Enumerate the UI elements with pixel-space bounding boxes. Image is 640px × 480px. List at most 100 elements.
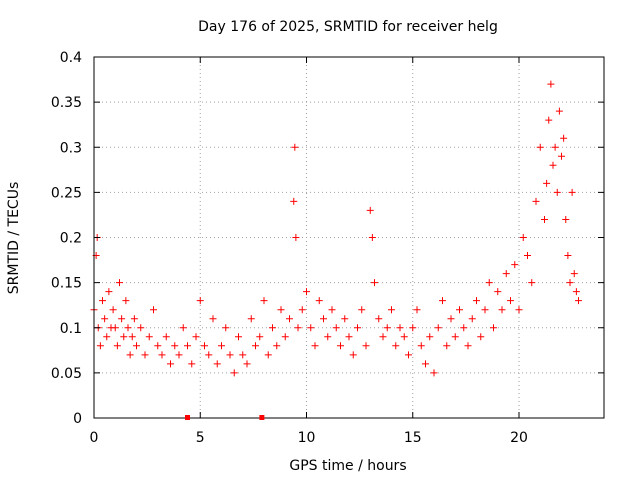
data-point <box>96 342 104 350</box>
data-point <box>345 333 353 341</box>
data-point <box>532 197 540 205</box>
data-point <box>568 188 576 196</box>
data-point <box>519 234 527 241</box>
data-point <box>545 116 553 124</box>
data-point <box>405 351 412 359</box>
data-point <box>400 333 408 341</box>
data-point <box>332 324 340 332</box>
data-point <box>145 333 153 341</box>
data-point <box>358 306 366 314</box>
data-point <box>451 333 459 341</box>
grid <box>94 57 604 418</box>
data-point <box>560 134 568 142</box>
y-tick-label: 0.1 <box>60 321 82 337</box>
data-point <box>383 324 391 332</box>
data-point <box>286 315 293 323</box>
data-point <box>511 261 519 269</box>
data-point <box>291 143 299 151</box>
data-point <box>222 324 230 332</box>
y-tick-label: 0.3 <box>60 140 82 156</box>
data-point <box>126 351 134 359</box>
data-point <box>235 333 242 341</box>
x-tick-label: 0 <box>90 430 99 446</box>
data-point <box>551 143 559 151</box>
chart-title: Day 176 of 2025, SRMTID for receiver hel… <box>198 19 498 35</box>
axis-ticks: 0 5 10 15 20 0 0.05 0.1 0.15 0.2 0.25 0.3 0.35 0.4 <box>51 50 604 446</box>
data-point <box>392 342 400 350</box>
data-point <box>515 306 523 314</box>
data-point <box>171 342 179 350</box>
data-point <box>277 306 285 314</box>
data-point <box>103 333 111 341</box>
data-point <box>413 306 421 314</box>
data-point <box>324 333 332 341</box>
data-point <box>562 215 570 223</box>
data-point <box>179 324 187 332</box>
data-point <box>118 315 126 323</box>
y-tick-label: 0.35 <box>51 95 82 111</box>
data-point <box>328 306 336 314</box>
data-point <box>167 360 174 368</box>
data-point <box>566 279 574 287</box>
data-point <box>105 288 113 296</box>
data-point <box>375 315 383 323</box>
data-point <box>111 324 119 332</box>
data-point <box>507 297 514 305</box>
data-point <box>247 315 255 323</box>
data-point <box>430 369 438 377</box>
y-tick-label: 0.2 <box>60 231 82 247</box>
data-point <box>549 161 557 169</box>
data-point <box>260 297 268 305</box>
data-point <box>133 342 140 350</box>
data-point <box>536 143 544 151</box>
data-point <box>570 270 578 278</box>
data-point <box>113 342 121 350</box>
data-point <box>341 315 349 323</box>
data-point <box>528 279 536 287</box>
data-point <box>218 342 225 350</box>
data-point <box>192 333 200 341</box>
data-point <box>543 179 551 187</box>
data-point <box>122 297 130 305</box>
data-point <box>201 342 208 350</box>
data-point <box>184 342 191 350</box>
data-point <box>269 324 276 332</box>
data-point <box>426 333 434 341</box>
data-point <box>292 234 300 241</box>
data-point <box>575 297 582 305</box>
data-point <box>468 315 476 323</box>
x-tick-label: 5 <box>196 430 205 446</box>
y-tick-label: 0.05 <box>51 366 82 382</box>
data-point <box>456 306 463 314</box>
data-point <box>99 297 106 305</box>
y-tick-label: 0.25 <box>51 185 82 201</box>
data-point <box>555 107 563 115</box>
data-point <box>264 351 272 359</box>
data-point <box>396 324 404 332</box>
data-point <box>196 297 204 305</box>
x-axis-label: GPS time / hours <box>289 458 406 474</box>
x-tick-label: 15 <box>404 430 422 446</box>
data-point <box>547 80 555 88</box>
data-point <box>477 333 485 341</box>
data-point <box>154 342 162 350</box>
data-point <box>150 306 157 314</box>
data-point <box>354 324 361 332</box>
data-point <box>101 315 109 323</box>
data-point <box>273 342 281 350</box>
data-point <box>368 234 376 241</box>
data-point <box>485 279 493 287</box>
data-point <box>226 351 234 359</box>
data-point <box>130 315 138 323</box>
data-point <box>315 297 323 305</box>
data-point <box>553 188 561 196</box>
data-point <box>311 342 319 350</box>
axis-markers <box>185 415 265 420</box>
data-point <box>379 333 387 341</box>
data-point <box>137 324 145 332</box>
data-point <box>141 351 149 359</box>
data-point <box>490 324 497 332</box>
data-point <box>524 252 531 260</box>
x-tick-label: 10 <box>298 430 316 446</box>
data-point <box>460 324 468 332</box>
